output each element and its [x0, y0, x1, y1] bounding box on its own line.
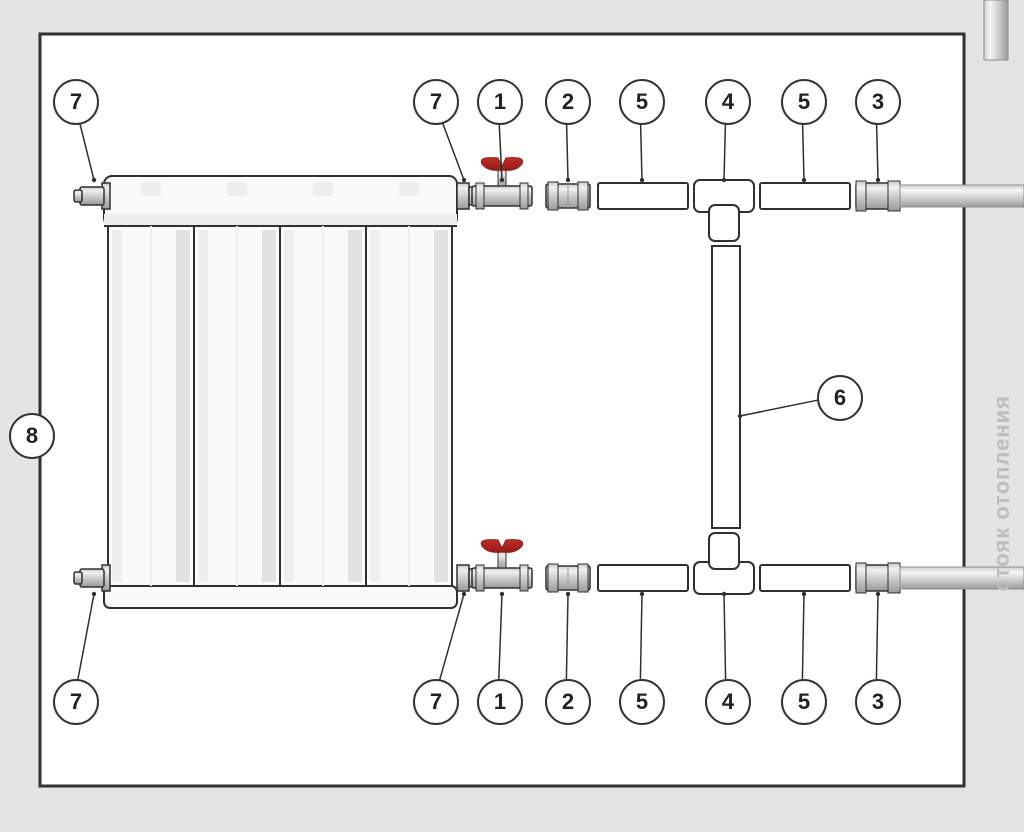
callout-2: 2 — [545, 679, 591, 725]
callout-5: 5 — [781, 79, 827, 125]
callout-1: 1 — [477, 79, 523, 125]
callout-7: 7 — [53, 79, 99, 125]
callout-4: 4 — [705, 679, 751, 725]
callout-7: 7 — [413, 79, 459, 125]
callout-5: 5 — [619, 679, 665, 725]
callout-7: 7 — [53, 679, 99, 725]
callout-3: 3 — [855, 79, 901, 125]
callout-2: 2 — [545, 79, 591, 125]
callout-5: 5 — [781, 679, 827, 725]
callout-6: 6 — [817, 375, 863, 421]
callout-3: 3 — [855, 679, 901, 725]
callout-7: 7 — [413, 679, 459, 725]
callout-8: 8 — [9, 413, 55, 459]
callout-5: 5 — [619, 79, 665, 125]
diagram-stage: 771254536877125453стояк отопления — [0, 0, 1024, 832]
callout-4: 4 — [705, 79, 751, 125]
callout-1: 1 — [477, 679, 523, 725]
riser-label: стояк отопления — [989, 395, 1015, 592]
